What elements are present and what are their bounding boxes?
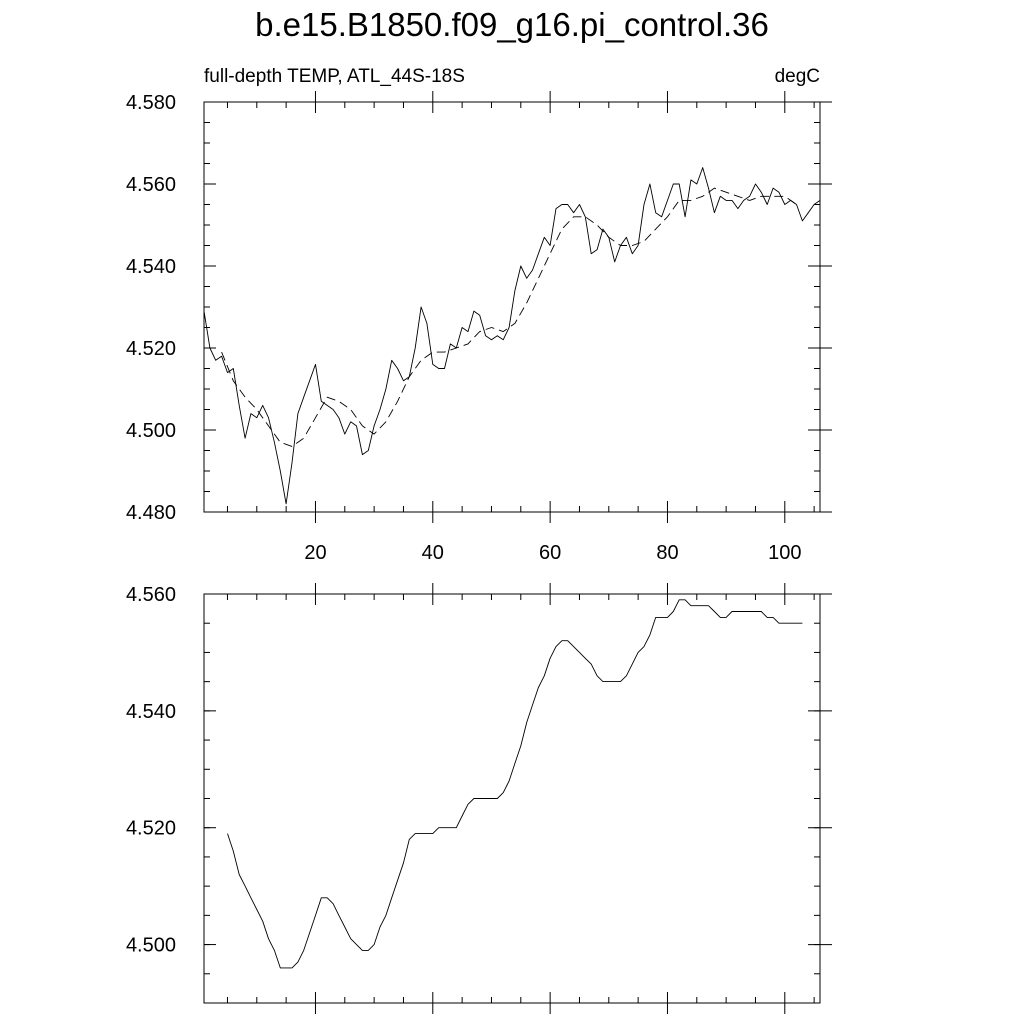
x-tick-label: 60 [539, 542, 561, 564]
subtitle-left: full-depth TEMP, ATL_44S-18S [204, 66, 465, 87]
subtitle-right: degC [775, 66, 820, 87]
top-plot-panel: 20 40 60 80 100 4.480 4.500 4.520 4.540 4.560 4.58… [126, 91, 832, 564]
y-tick-label: 4.520 [126, 818, 176, 840]
y-tick-label: 4.540 [126, 701, 176, 723]
y-tick-label: 4.580 [126, 92, 176, 114]
y-tick-label: 4.560 [126, 174, 176, 196]
y-tick-label: 4.520 [126, 338, 176, 360]
x-tick-label: 100 [768, 542, 801, 564]
x-tick-label: 80 [656, 542, 678, 564]
series-line-smoothed [221, 187, 797, 447]
y-tick-label: 4.500 [126, 935, 176, 957]
y-tick-label: 4.500 [126, 420, 176, 442]
series-line [227, 599, 803, 969]
bottom-plot-panel: 4.500 4.520 4.540 4.560 [126, 583, 832, 1014]
y-tick-label: 4.540 [126, 256, 176, 278]
x-tick-label: 20 [304, 542, 326, 564]
plot-frame [203, 593, 821, 1004]
series-line [203, 167, 821, 505]
x-tick-label: 40 [422, 542, 444, 564]
y-tick-label: 4.480 [126, 502, 176, 524]
y-tick-label: 4.560 [126, 584, 176, 606]
chart-title: b.e15.B1850.f09_g16.pi_control.36 [255, 6, 769, 43]
